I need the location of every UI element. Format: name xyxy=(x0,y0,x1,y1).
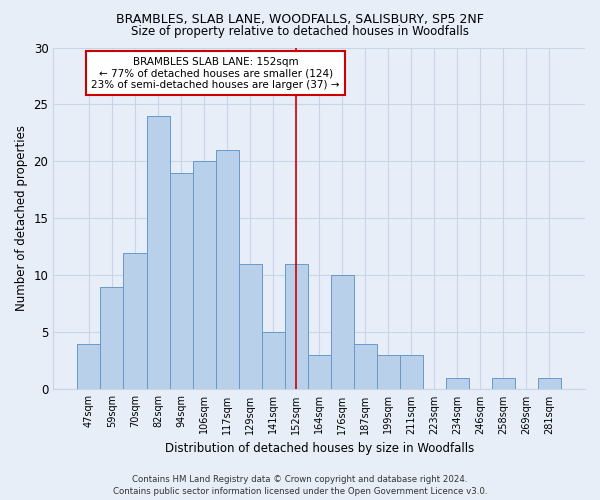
Bar xyxy=(170,173,193,390)
Bar xyxy=(146,116,170,390)
Bar xyxy=(215,150,239,390)
Bar xyxy=(353,344,377,390)
Bar xyxy=(193,162,215,390)
Bar xyxy=(446,378,469,390)
Y-axis label: Number of detached properties: Number of detached properties xyxy=(15,126,28,312)
Bar xyxy=(377,355,400,390)
Bar xyxy=(77,344,100,390)
Text: BRAMBLES SLAB LANE: 152sqm
← 77% of detached houses are smaller (124)
23% of sem: BRAMBLES SLAB LANE: 152sqm ← 77% of deta… xyxy=(91,56,340,90)
Bar xyxy=(284,264,308,390)
Bar xyxy=(331,276,353,390)
Bar xyxy=(100,287,124,390)
Text: BRAMBLES, SLAB LANE, WOODFALLS, SALISBURY, SP5 2NF: BRAMBLES, SLAB LANE, WOODFALLS, SALISBUR… xyxy=(116,12,484,26)
Text: Size of property relative to detached houses in Woodfalls: Size of property relative to detached ho… xyxy=(131,25,469,38)
Bar xyxy=(308,355,331,390)
Text: Contains HM Land Registry data © Crown copyright and database right 2024.
Contai: Contains HM Land Registry data © Crown c… xyxy=(113,474,487,496)
X-axis label: Distribution of detached houses by size in Woodfalls: Distribution of detached houses by size … xyxy=(164,442,474,455)
Bar xyxy=(400,355,423,390)
Bar xyxy=(492,378,515,390)
Bar xyxy=(239,264,262,390)
Bar xyxy=(124,252,146,390)
Bar xyxy=(262,332,284,390)
Bar xyxy=(538,378,561,390)
